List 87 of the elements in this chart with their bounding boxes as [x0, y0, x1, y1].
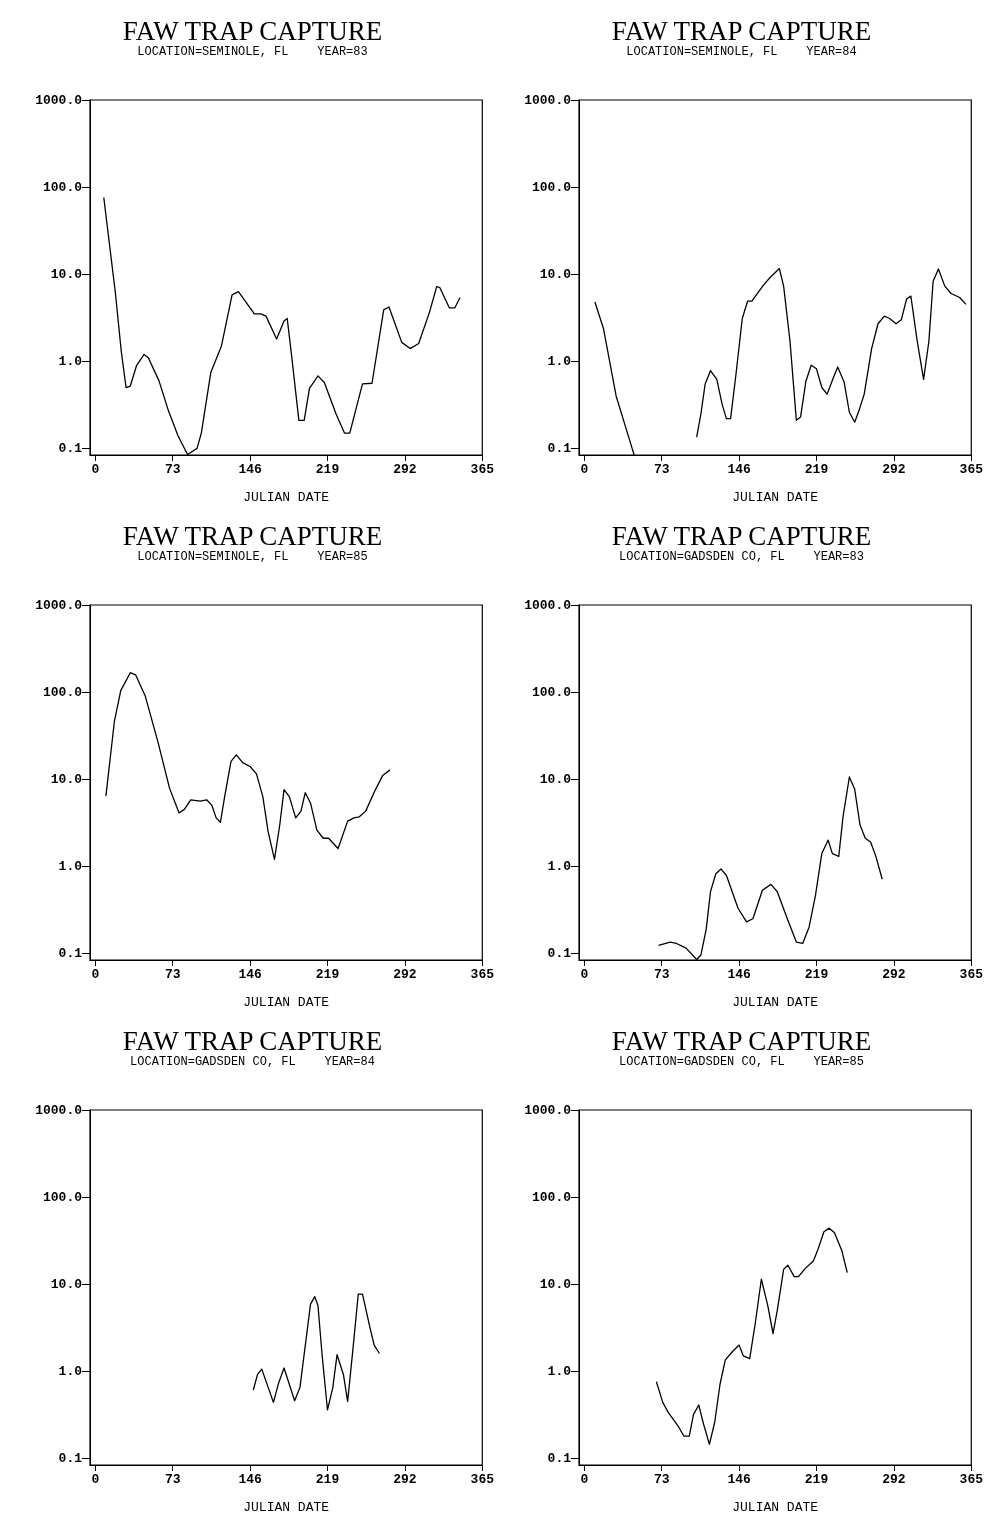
y-tick-label: 1000.0 [524, 1102, 572, 1118]
x-tick-label: 146 [238, 1472, 262, 1487]
chart-subtitle: LOCATION=GADSDEN CO, FL YEAR=85 [619, 1055, 864, 1069]
x-tick-label: 219 [315, 967, 340, 982]
y-tick-label: 10.0 [539, 1276, 572, 1292]
x-axis-title: JULIAN DATE [732, 1500, 819, 1515]
x-axis-title: JULIAN DATE [732, 490, 819, 505]
y-tick-label: 1.0 [58, 1363, 83, 1379]
y-tick-label: 1000.0 [35, 92, 83, 108]
x-tick-label: 219 [315, 462, 340, 477]
x-tick-label: 219 [804, 967, 829, 982]
y-tick-label: 100.0 [42, 684, 83, 700]
chart-title: FAW TRAP CAPTURE [122, 520, 383, 551]
x-tick-label: 365 [959, 462, 984, 477]
y-tick-label: 100.0 [531, 1189, 572, 1205]
x-tick-label: 146 [727, 967, 751, 982]
y-tick-label: 1000.0 [35, 597, 83, 613]
x-tick-label: 292 [393, 462, 417, 477]
y-tick-label: 0.1 [58, 1450, 83, 1466]
y-tick-label: 1.0 [547, 353, 572, 369]
x-tick-label: 292 [882, 462, 906, 477]
x-tick-label: 0 [91, 967, 100, 982]
x-tick-label: 219 [804, 1472, 829, 1487]
x-tick-label: 146 [727, 1472, 751, 1487]
y-tick-label: 1000.0 [35, 1102, 83, 1118]
y-tick-label: 0.1 [547, 945, 572, 961]
x-tick-label: 365 [470, 462, 495, 477]
x-tick-label: 73 [164, 462, 181, 477]
x-tick-label: 0 [91, 462, 100, 477]
x-tick-label: 365 [959, 967, 984, 982]
x-tick-label: 73 [164, 967, 181, 982]
y-tick-label: 0.1 [547, 1450, 572, 1466]
y-tick-label: 1000.0 [524, 92, 572, 108]
x-tick-label: 292 [882, 967, 906, 982]
x-tick-label: 73 [653, 1472, 670, 1487]
x-tick-label: 219 [315, 1472, 340, 1487]
chart-title: FAW TRAP CAPTURE [611, 1025, 872, 1056]
y-tick-label: 0.1 [547, 440, 572, 456]
y-tick-label: 0.1 [58, 440, 83, 456]
chart-title: FAW TRAP CAPTURE [611, 520, 872, 551]
y-tick-label: 1000.0 [524, 597, 572, 613]
x-tick-label: 73 [653, 967, 670, 982]
x-tick-label: 0 [580, 967, 589, 982]
x-tick-label: 0 [580, 1472, 589, 1487]
y-tick-label: 10.0 [50, 1276, 83, 1292]
y-tick-label: 0.1 [58, 945, 83, 961]
y-tick-label: 100.0 [42, 1189, 83, 1205]
chart-subtitle: LOCATION=SEMINOLE, FL YEAR=83 [137, 45, 368, 59]
x-tick-label: 292 [393, 967, 417, 982]
y-tick-label: 100.0 [531, 684, 572, 700]
x-tick-label: 146 [727, 462, 751, 477]
y-tick-label: 1.0 [58, 353, 83, 369]
chart-title: FAW TRAP CAPTURE [611, 15, 872, 46]
x-tick-label: 365 [959, 1472, 984, 1487]
chart-title: FAW TRAP CAPTURE [122, 1025, 383, 1056]
x-tick-label: 73 [653, 462, 670, 477]
line-series [252, 1293, 381, 1411]
chart-subtitle: LOCATION=GADSDEN CO, FL YEAR=84 [130, 1055, 375, 1069]
x-tick-label: 146 [238, 462, 262, 477]
x-tick-label: 292 [393, 1472, 417, 1487]
x-tick-label: 0 [91, 1472, 100, 1487]
y-tick-label: 1.0 [58, 858, 83, 874]
y-tick-label: 10.0 [50, 771, 83, 787]
y-tick-label: 10.0 [539, 266, 572, 282]
x-tick-label: 73 [164, 1472, 181, 1487]
line-series [655, 1227, 848, 1445]
y-tick-label: 100.0 [531, 179, 572, 195]
x-axis-title: JULIAN DATE [243, 1500, 330, 1515]
x-axis-title: JULIAN DATE [243, 995, 330, 1010]
x-tick-label: 0 [580, 462, 589, 477]
chart-title: FAW TRAP CAPTURE [122, 15, 383, 46]
line-series [105, 672, 391, 861]
x-tick-label: 292 [882, 1472, 906, 1487]
y-tick-label: 100.0 [42, 179, 83, 195]
y-tick-label: 1.0 [547, 1363, 572, 1379]
y-tick-label: 10.0 [50, 266, 83, 282]
x-tick-label: 365 [470, 1472, 495, 1487]
chart-subtitle: LOCATION=SEMINOLE, FL YEAR=85 [137, 550, 368, 564]
x-axis-title: JULIAN DATE [243, 490, 330, 505]
x-tick-label: 146 [238, 967, 262, 982]
y-tick-label: 1.0 [547, 858, 572, 874]
y-tick-label: 10.0 [539, 771, 572, 787]
x-axis-title: JULIAN DATE [732, 995, 819, 1010]
x-tick-label: 219 [804, 462, 829, 477]
chart-subtitle: LOCATION=SEMINOLE, FL YEAR=84 [626, 45, 857, 59]
chart-subtitle: LOCATION=GADSDEN CO, FL YEAR=83 [619, 550, 864, 564]
x-tick-label: 365 [470, 967, 495, 982]
